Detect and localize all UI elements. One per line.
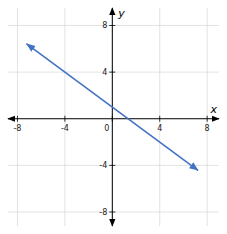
x-tick bbox=[207, 116, 208, 122]
grid-line-y bbox=[8, 165, 219, 166]
x-axis-line bbox=[8, 118, 219, 119]
x-tick-label: 8 bbox=[205, 124, 210, 133]
y-tick-label: 4 bbox=[102, 68, 107, 77]
grid-line-x bbox=[159, 8, 160, 226]
x-tick-label: -8 bbox=[13, 124, 21, 133]
x-tick-label: 0 bbox=[104, 124, 109, 133]
y-tick bbox=[109, 72, 115, 73]
grid-line-x bbox=[112, 8, 113, 226]
chart-container: -8 -4 0 4 8 -8 -4 4 8 x y bbox=[0, 0, 227, 234]
grid-line-x bbox=[64, 8, 65, 226]
y-axis-label: y bbox=[117, 7, 125, 20]
y-tick-label: -4 bbox=[99, 161, 107, 170]
y-axis-line bbox=[112, 8, 113, 226]
grid-line-y bbox=[8, 72, 219, 73]
grid-line-y bbox=[8, 25, 219, 26]
x-tick bbox=[159, 116, 160, 122]
grid-line-x bbox=[207, 8, 208, 226]
grid-line-y bbox=[8, 212, 219, 213]
x-tick-label: 4 bbox=[157, 124, 162, 133]
data-line bbox=[27, 44, 198, 170]
y-tick-label: 8 bbox=[102, 21, 107, 30]
y-tick bbox=[109, 165, 115, 166]
x-tick-label: -4 bbox=[61, 124, 69, 133]
chart: -8 -4 0 4 8 -8 -4 4 8 x y bbox=[0, 0, 227, 234]
y-tick bbox=[109, 212, 115, 213]
y-tick-label: -8 bbox=[99, 208, 107, 217]
x-axis-label: x bbox=[209, 103, 217, 116]
y-tick bbox=[109, 25, 115, 26]
x-tick bbox=[64, 116, 65, 122]
plot-area bbox=[27, 44, 198, 170]
grid bbox=[8, 8, 219, 226]
grid-line-x bbox=[17, 8, 18, 226]
axes: -8 -4 0 4 8 -8 -4 4 8 bbox=[8, 8, 219, 226]
x-tick bbox=[112, 116, 113, 122]
x-tick bbox=[17, 116, 18, 122]
